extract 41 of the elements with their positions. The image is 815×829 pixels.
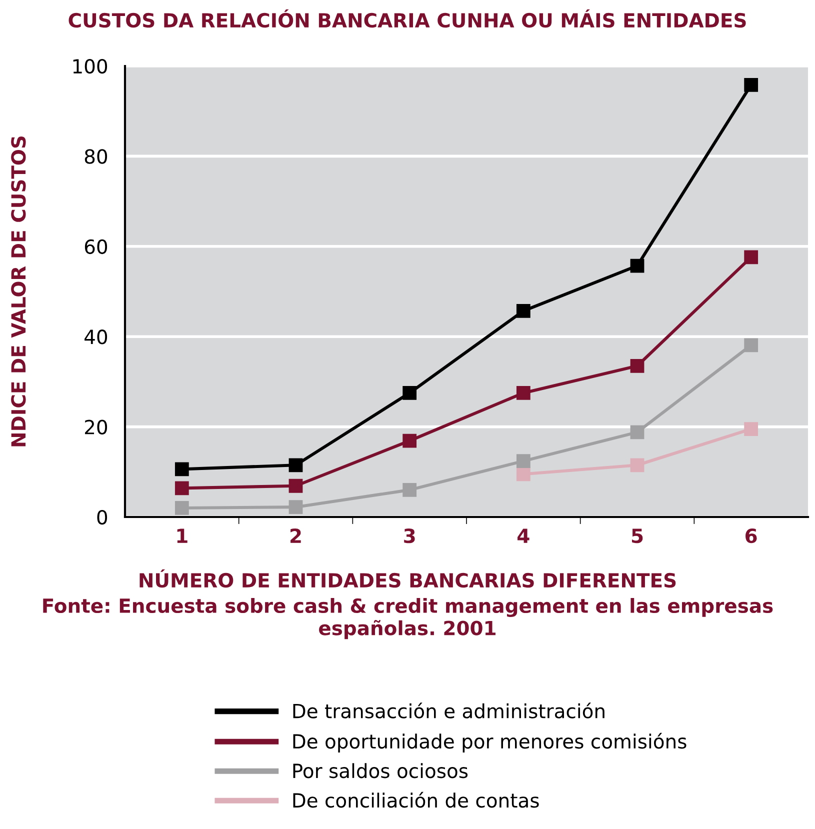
point [744,250,758,264]
point [744,422,758,436]
point [516,467,530,482]
chart-title: CUSTOS DA RELACIÓN BANCARIA CUNHA OU MÁIS ENTIDADES [68,9,746,28]
y-tick-label: 100 [73,58,108,74]
x-tick-label: 4 [518,528,530,543]
y-tick-label: 0 [97,510,108,525]
y-tick-label: 40 [84,330,108,344]
y-axis-title: NDICE DE VALOR DE CUSTOS [11,136,26,446]
y-tick-label: 80 [84,149,108,164]
point [402,434,417,448]
y-tick-label: 60 [84,239,108,254]
point [402,386,417,400]
y-tick-label: 20 [85,420,108,434]
x-tick-label: 6 [746,528,757,544]
point [744,338,758,352]
point [288,458,303,472]
x-tick-label: 3 [404,528,415,544]
point [516,454,530,468]
point [174,501,189,515]
point [402,482,417,497]
point [516,386,530,400]
point [174,462,189,476]
legend-label: De oportunidade por menores comisións [293,732,686,752]
legend-label: De conciliación de contas [293,792,539,808]
point [630,458,644,472]
point [174,481,189,496]
point [630,425,644,440]
point [630,258,644,273]
legend-label: Por saldos ociosos [293,763,468,778]
x-axis-title: NÚMERO DE ENTIDADES BANCARIAS DIFERENTES [140,569,676,588]
legend-label: De transacción e administración [293,702,604,718]
point [744,78,758,92]
point [630,358,644,373]
x-tick-label: 1 [177,528,188,543]
point [288,500,303,514]
point [516,304,530,318]
x-tick-label: 5 [632,528,643,544]
source-note: Fonte: Encuesta sobre cash & credit management en las empresas españolas. 2001 [43,598,773,640]
point [288,478,303,493]
x-tick-label: 2 [290,528,301,543]
